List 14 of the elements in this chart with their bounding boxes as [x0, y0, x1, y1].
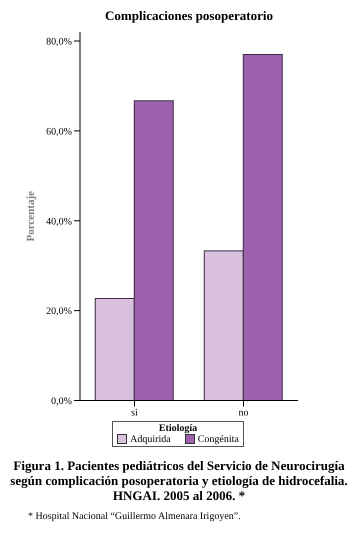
- legend-label: Congénita: [196, 434, 239, 444]
- y-tick-label: 80,0%: [46, 36, 72, 48]
- legend-title: Etiología: [158, 422, 198, 434]
- text: Figura 1. Pacientes pediátricos del Servicio de Neurocirugía según complicación posoperatoria y etiología de hidrocefalia. HNGAI. 2005 al 2006. *: [9, 458, 349, 503]
- x-tick-label: si: [131, 408, 138, 419]
- y-tick-label: 40,0%: [46, 216, 72, 228]
- text: * Hospital Nacional “Guillermo Almenara Irigoyen”.: [28, 511, 242, 522]
- y-axis-title: Porcentaje: [24, 190, 37, 242]
- x-tick-label: no: [238, 408, 248, 419]
- legend-label: Adquirida: [129, 434, 171, 444]
- y-tick-label: 60,0%: [46, 126, 72, 138]
- y-tick-label: 0,0%: [51, 396, 72, 408]
- chart-title: Complicaciones posoperatorio: [104, 8, 274, 24]
- y-tick-label: 20,0%: [46, 306, 72, 318]
